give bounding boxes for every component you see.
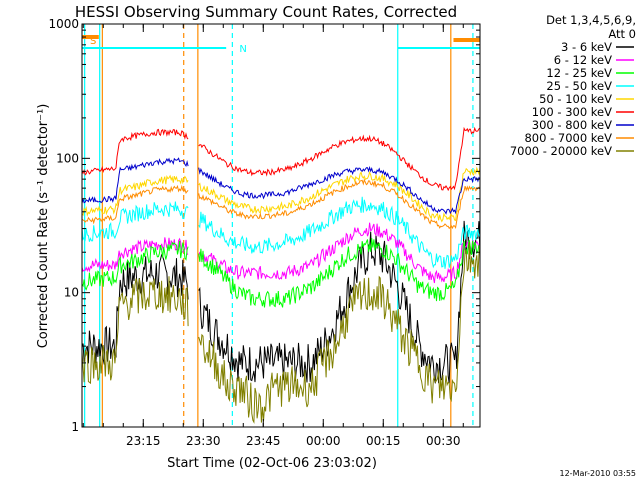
series-line-1: [198, 222, 480, 284]
y-tick-label: 1000: [48, 17, 79, 31]
series-line-3: [198, 196, 480, 269]
legend-label: 100 - 300 keV: [532, 105, 612, 119]
x-tick-label: 00:15: [366, 434, 401, 448]
y-tick-label: 1: [71, 420, 79, 434]
x-tick-label: 00:30: [426, 434, 461, 448]
x-tick-label: 23:30: [186, 434, 221, 448]
legend-label: 7000 - 20000 keV: [510, 144, 612, 158]
y-axis-label: Corrected Count Rate (s⁻¹ detector⁻¹): [36, 104, 51, 349]
x-axis-label: Start Time (02-Oct-06 23:03:02): [167, 456, 377, 471]
axis-ticks: 1 10 100 1000 23:15 23:30 23:45 00:00 00:15 00:30: [48, 17, 480, 448]
x-tick-label: 23:15: [126, 434, 161, 448]
annotation-s: S: [90, 36, 96, 47]
series-line-7: [82, 184, 189, 225]
y-tick-label: 100: [56, 151, 79, 165]
series-line-8: [198, 241, 480, 424]
series-line-0: [82, 253, 189, 365]
series-line-6: [82, 157, 189, 204]
legend-label: 12 - 25 keV: [546, 66, 612, 80]
plot-frame: [81, 23, 481, 428]
legend-label: 300 - 800 keV: [532, 118, 612, 132]
legend-title: Det 1,3,4,5,6,9,: [546, 13, 636, 27]
series-line-2: [82, 240, 189, 291]
series-line-7: [198, 178, 480, 230]
legend-label: 25 - 50 keV: [546, 79, 612, 93]
series-line-4: [198, 166, 480, 223]
legend-subtitle: Att 0: [608, 27, 636, 41]
legend-label: 6 - 12 keV: [554, 53, 612, 67]
plot-area: SN: [82, 24, 480, 427]
legend-label: 800 - 7000 keV: [524, 131, 612, 145]
footer-date: 12-Mar-2010 03:55: [560, 469, 637, 478]
series-line-2: [198, 238, 480, 308]
chart-title: HESSI Observing Summary Count Rates, Cor…: [75, 3, 457, 21]
x-tick-label: 23:45: [246, 434, 281, 448]
x-tick-label: 00:00: [306, 434, 341, 448]
series-line-8: [82, 276, 189, 385]
annotation-n: N: [239, 44, 246, 55]
legend-label: 50 - 100 keV: [539, 92, 612, 106]
series-line-0: [198, 220, 480, 384]
series-line-5: [82, 128, 189, 176]
series-line-5: [198, 126, 480, 192]
series-line-4: [82, 174, 189, 217]
series-line-6: [198, 165, 480, 215]
series-line-3: [82, 201, 189, 242]
legend-label: 3 - 6 keV: [561, 40, 612, 54]
y-tick-label: 10: [64, 286, 79, 300]
